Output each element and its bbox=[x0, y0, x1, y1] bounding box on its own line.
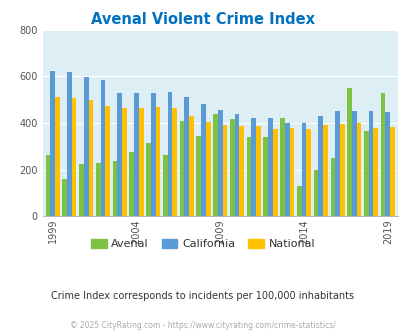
Bar bbox=[88, 100, 93, 216]
Bar bbox=[229, 119, 234, 216]
Bar bbox=[134, 93, 139, 216]
Bar bbox=[62, 179, 67, 216]
Bar bbox=[279, 118, 284, 216]
Bar bbox=[289, 128, 294, 216]
Bar bbox=[239, 126, 243, 216]
Bar bbox=[301, 123, 306, 216]
Bar bbox=[84, 78, 88, 216]
Bar bbox=[146, 143, 151, 216]
Bar bbox=[384, 112, 389, 216]
Bar bbox=[122, 108, 126, 216]
Bar bbox=[351, 111, 356, 216]
Bar bbox=[246, 137, 251, 216]
Bar bbox=[322, 125, 327, 216]
Bar bbox=[335, 111, 339, 216]
Text: © 2025 CityRating.com - https://www.cityrating.com/crime-statistics/: © 2025 CityRating.com - https://www.city… bbox=[70, 321, 335, 330]
Bar bbox=[346, 88, 351, 216]
Bar bbox=[50, 71, 55, 216]
Bar bbox=[306, 129, 310, 216]
Text: Avenal Violent Crime Index: Avenal Violent Crime Index bbox=[91, 12, 314, 26]
Bar bbox=[100, 80, 105, 216]
Bar bbox=[155, 107, 160, 216]
Bar bbox=[284, 123, 289, 216]
Legend: Avenal, California, National: Avenal, California, National bbox=[86, 234, 319, 253]
Bar bbox=[234, 114, 239, 216]
Bar bbox=[172, 108, 177, 216]
Bar bbox=[356, 123, 360, 216]
Bar bbox=[151, 93, 155, 216]
Bar bbox=[105, 106, 110, 216]
Bar bbox=[339, 124, 344, 216]
Bar bbox=[113, 161, 117, 216]
Bar bbox=[117, 93, 122, 216]
Bar bbox=[251, 118, 256, 216]
Bar bbox=[67, 72, 72, 216]
Bar bbox=[45, 155, 50, 216]
Bar bbox=[200, 104, 205, 216]
Bar bbox=[363, 131, 368, 216]
Bar bbox=[268, 118, 272, 216]
Bar bbox=[373, 128, 377, 216]
Bar bbox=[139, 108, 143, 216]
Bar bbox=[167, 92, 172, 216]
Text: Crime Index corresponds to incidents per 100,000 inhabitants: Crime Index corresponds to incidents per… bbox=[51, 291, 354, 301]
Bar bbox=[389, 127, 394, 216]
Bar bbox=[272, 129, 277, 216]
Bar bbox=[318, 116, 322, 216]
Bar bbox=[96, 163, 100, 216]
Bar bbox=[79, 164, 84, 216]
Bar bbox=[179, 121, 184, 216]
Bar bbox=[217, 110, 222, 216]
Bar bbox=[256, 126, 260, 216]
Bar bbox=[55, 97, 60, 216]
Bar bbox=[380, 93, 384, 216]
Bar bbox=[213, 114, 217, 216]
Bar bbox=[162, 155, 167, 216]
Bar bbox=[368, 111, 373, 216]
Bar bbox=[222, 125, 227, 216]
Bar bbox=[205, 122, 210, 216]
Bar bbox=[296, 186, 301, 216]
Bar bbox=[129, 152, 134, 216]
Bar bbox=[263, 137, 268, 216]
Bar bbox=[313, 170, 318, 216]
Bar bbox=[72, 98, 76, 216]
Bar bbox=[189, 116, 193, 216]
Bar bbox=[184, 97, 189, 216]
Bar bbox=[196, 136, 200, 216]
Bar bbox=[330, 158, 335, 216]
